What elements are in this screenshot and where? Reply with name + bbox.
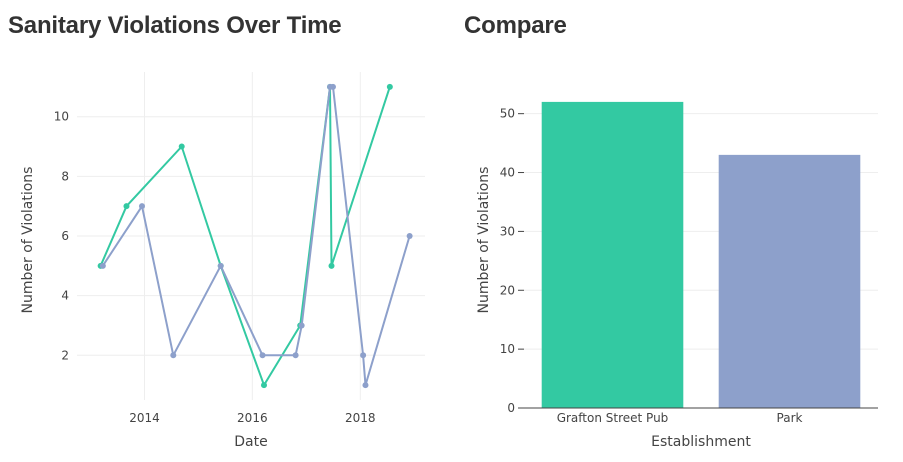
bar-chart-title: Compare xyxy=(464,12,567,39)
y-tick-label: 2 xyxy=(61,348,69,362)
series-2-point xyxy=(99,262,106,269)
y-axis-title: Number of Violations xyxy=(20,167,36,314)
y-tick-label: 4 xyxy=(61,289,69,303)
x-tick-label: 2016 xyxy=(237,411,268,425)
x-axis-title: Date xyxy=(234,434,267,450)
series-1-point xyxy=(123,203,130,210)
series-2-point xyxy=(138,203,145,210)
y-tick-label: 30 xyxy=(500,224,515,238)
bar-grafton-street-pub xyxy=(541,101,684,408)
x-tick-label: Grafton Street Pub xyxy=(557,411,669,425)
y-tick-label: 10 xyxy=(54,110,69,124)
line-chart[interactable]: 2014 2016 2018 2 4 6 8 10 Date Number of Violatio… xyxy=(0,0,450,462)
x-tick-label: 2018 xyxy=(345,411,376,425)
series-2-point xyxy=(217,262,224,269)
series-1-point xyxy=(328,262,335,269)
y-axis-title: Number of Violations xyxy=(476,167,492,314)
series-2-point xyxy=(170,352,177,359)
series-1-point xyxy=(386,83,393,90)
y-tick-label: 50 xyxy=(500,107,515,121)
y-tick-label: 10 xyxy=(500,342,515,356)
series-2-point xyxy=(406,233,413,239)
bar-park xyxy=(718,154,861,408)
x-axis-title: Establishment xyxy=(651,434,751,450)
series-2-point xyxy=(362,382,369,389)
y-tick-label: 20 xyxy=(500,283,515,297)
y-tick-label: 8 xyxy=(61,169,69,183)
series-2-line xyxy=(101,85,411,387)
series-1-point xyxy=(260,382,267,389)
series-2-point xyxy=(360,352,367,359)
y-tick-label: 6 xyxy=(61,229,69,243)
line-chart-title: Sanitary Violations Over Time xyxy=(8,12,342,39)
series-2-point xyxy=(329,83,336,90)
y-tick-label: 0 xyxy=(507,401,515,415)
series-2-point xyxy=(292,352,299,359)
series-1-point xyxy=(178,143,185,150)
series-2-point xyxy=(298,322,305,329)
series-2-point xyxy=(259,352,266,359)
y-tick-label: 40 xyxy=(500,166,515,180)
x-tick-label: Park xyxy=(777,411,803,425)
x-tick-label: 2014 xyxy=(129,411,160,425)
